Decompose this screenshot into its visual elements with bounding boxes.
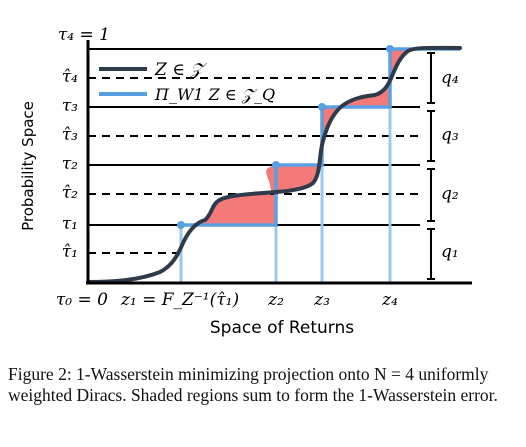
q-brackets — [427, 52, 435, 280]
point-z4 — [386, 45, 394, 53]
x-tick-z1: z₁ = F_Z⁻¹(τ̂₁) — [120, 290, 239, 310]
q2-label: q₂ — [441, 184, 459, 204]
error-region-3 — [322, 106, 342, 142]
point-z1 — [177, 221, 185, 229]
q4-label: q₄ — [441, 68, 459, 88]
x-axis-label: Space of Returns — [210, 318, 354, 338]
q2-bracket — [427, 168, 435, 222]
y-axis-label: Probability Space — [19, 101, 37, 231]
tau-hat-lines — [88, 77, 420, 254]
y-tick-labels: τ₄ = 1 τ̂₄ τ₃ τ̂₃ τ₂ τ̂₂ τ₁ τ̂₁ τ₀ = 0 — [56, 25, 110, 310]
point-z3 — [318, 103, 326, 111]
projection-step — [181, 47, 460, 227]
error-region-1 — [181, 192, 276, 225]
point-z2 — [272, 161, 280, 169]
q-labels: q₁ q₂ q₃ q₄ — [441, 68, 459, 262]
error-region-5 — [390, 49, 420, 84]
error-region-2b — [276, 165, 322, 192]
legend-cdf-label: Z ∈ 𝒵 — [154, 60, 207, 80]
x-tick-z4: z₄ — [381, 290, 398, 310]
error-region-2 — [266, 165, 276, 192]
y-tick-tau0: τ₀ = 0 — [56, 290, 108, 310]
q3-label: q₃ — [441, 125, 459, 145]
y-tick-tau3: τ₃ — [62, 96, 78, 116]
y-tick-tauhat2: τ̂₂ — [62, 183, 78, 203]
q4-bracket — [427, 52, 435, 104]
axes — [86, 40, 472, 285]
legend-projection-label: Π_W1 Z ∈ 𝒵_Q — [154, 85, 275, 104]
y-tick-tau2: τ₂ — [62, 154, 78, 174]
y-tick-tauhat3: τ̂₃ — [62, 125, 78, 145]
y-tick-tauhat4: τ̂₄ — [62, 67, 78, 87]
y-tick-tauhat1: τ̂₁ — [62, 242, 78, 262]
y-tick-tau1: τ₁ — [62, 214, 78, 234]
x-tick-labels: z₁ = F_Z⁻¹(τ̂₁) z₂ z₃ z₄ — [120, 290, 398, 310]
x-tick-z2: z₂ — [267, 290, 284, 310]
projection-points — [177, 45, 394, 229]
legend: Z ∈ 𝒵 Π_W1 Z ∈ 𝒵_Q — [99, 60, 275, 104]
cdf-curve — [86, 45, 462, 284]
q1-bracket — [427, 228, 435, 280]
q3-bracket — [427, 110, 435, 162]
y-tick-tau4: τ₄ = 1 — [58, 25, 110, 45]
q1-label: q₁ — [441, 242, 459, 262]
x-tick-z3: z₃ — [313, 290, 330, 310]
figure-caption: Figure 2: 1-Wasserstein minimizing proje… — [8, 364, 498, 405]
